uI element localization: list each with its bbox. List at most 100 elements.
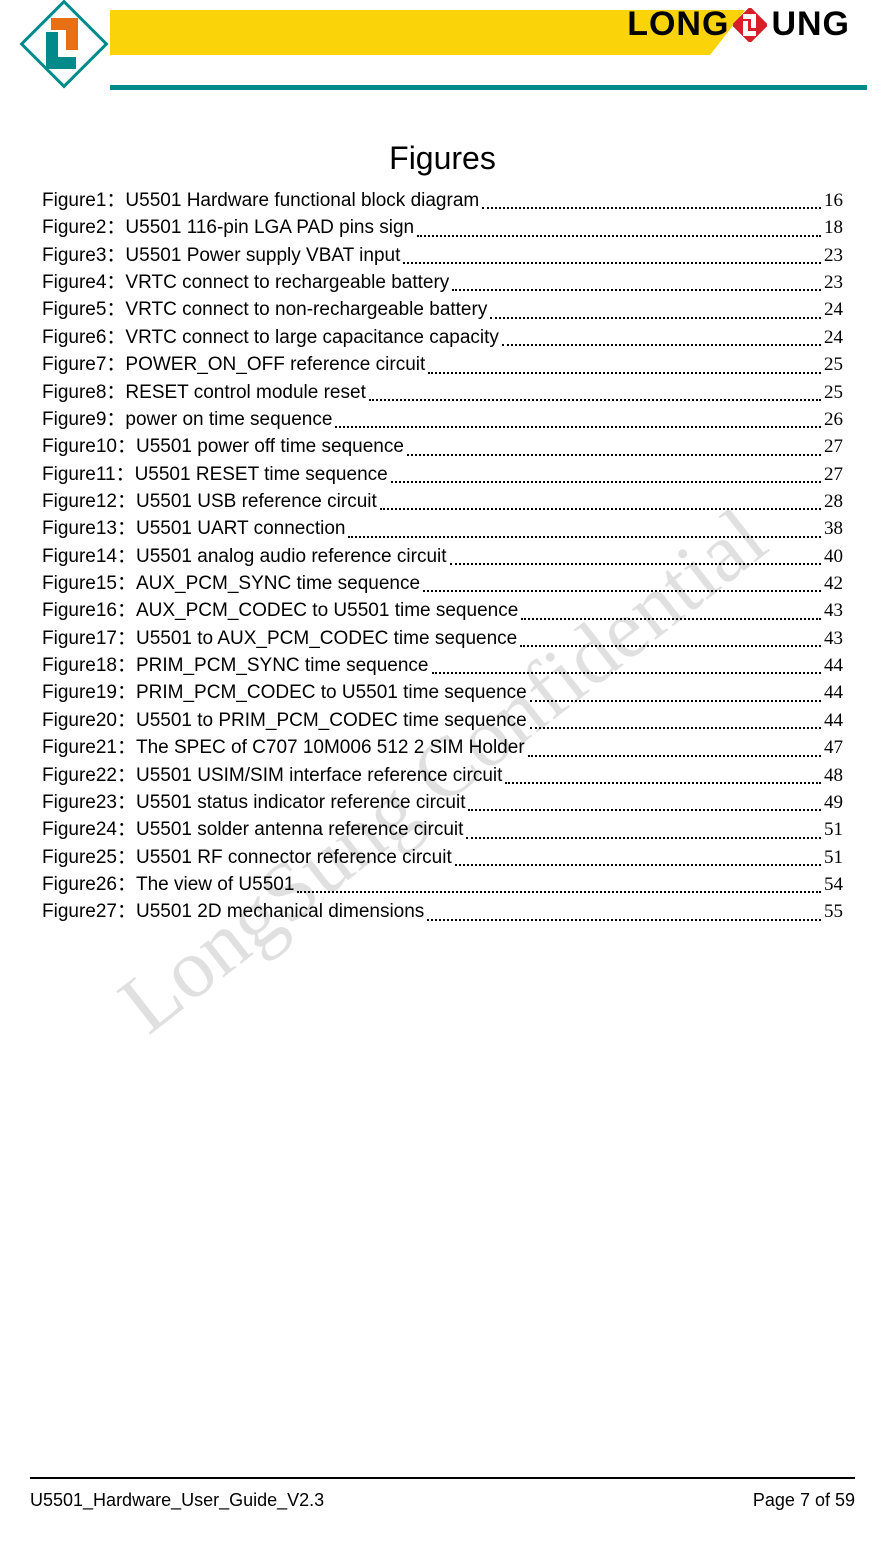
toc-leader	[502, 344, 821, 346]
toc-leader	[466, 837, 821, 839]
toc-label: Figure20：U5501 to PRIM_PCM_CODEC time se…	[42, 707, 527, 734]
toc-label: Figure17：U5501 to AUX_PCM_CODEC time seq…	[42, 625, 517, 652]
toc-leader	[432, 672, 822, 674]
toc-row[interactable]: Figure2：U5501 116-pin LGA PAD pins sign1…	[42, 214, 843, 241]
toc-page: 49	[824, 789, 843, 816]
toc-row[interactable]: Figure26：The view of U5501 54	[42, 871, 843, 898]
toc-label: Figure22：U5501 USIM/SIM interface refere…	[42, 762, 502, 789]
toc-page: 16	[824, 187, 843, 214]
header-divider	[18, 85, 867, 90]
toc-page: 28	[824, 488, 843, 515]
toc-row[interactable]: Figure27：U5501 2D mechanical dimensions5…	[42, 898, 843, 925]
toc-row[interactable]: Figure17：U5501 to AUX_PCM_CODEC time seq…	[42, 625, 843, 652]
toc-row[interactable]: Figure23：U5501 status indicator referenc…	[42, 789, 843, 816]
brand-right: UNG	[771, 5, 850, 44]
brand-left: LONG	[627, 5, 729, 44]
toc-label: Figure7：POWER_ON_OFF reference circuit	[42, 351, 425, 378]
brand-small-logo-icon	[733, 8, 767, 42]
toc-leader	[369, 399, 821, 401]
toc-leader	[380, 508, 821, 510]
toc-leader	[452, 289, 821, 291]
toc-label: Figure26：The view of U5501	[42, 871, 294, 898]
figures-toc: Figure1：U5501 Hardware functional block …	[42, 187, 843, 926]
toc-label: Figure21：The SPEC of C707 10M006 512 2 S…	[42, 734, 525, 761]
toc-row[interactable]: Figure22：U5501 USIM/SIM interface refere…	[42, 762, 843, 789]
footer-page-number: Page 7 of 59	[753, 1490, 855, 1511]
toc-row[interactable]: Figure8：RESET control module reset25	[42, 379, 843, 406]
toc-page: 51	[824, 844, 843, 871]
toc-page: 43	[824, 625, 843, 652]
toc-row[interactable]: Figure1：U5501 Hardware functional block …	[42, 187, 843, 214]
toc-row[interactable]: Figure7：POWER_ON_OFF reference circuit 25	[42, 351, 843, 378]
page-title: Figures	[42, 140, 843, 177]
toc-row[interactable]: Figure18：PRIM_PCM_SYNC time sequence44	[42, 652, 843, 679]
toc-page: 23	[824, 242, 843, 269]
toc-row[interactable]: Figure6：VRTC connect to large capacitanc…	[42, 324, 843, 351]
toc-label: Figure3：U5501 Power supply VBAT input	[42, 242, 400, 269]
toc-row[interactable]: Figure13：U5501 UART connection38	[42, 515, 843, 542]
toc-label: Figure1：U5501 Hardware functional block …	[42, 187, 479, 214]
toc-label: Figure23：U5501 status indicator referenc…	[42, 789, 465, 816]
toc-leader	[428, 372, 821, 374]
toc-label: Figure14：U5501 analog audio reference ci…	[42, 543, 447, 570]
toc-leader	[521, 618, 821, 620]
toc-leader	[335, 426, 821, 428]
toc-leader	[427, 919, 821, 921]
toc-leader	[348, 536, 821, 538]
toc-page: 54	[824, 871, 843, 898]
toc-row[interactable]: Figure16：AUX_PCM_CODEC to U5501 time seq…	[42, 597, 843, 624]
toc-page: 55	[824, 898, 843, 925]
toc-label: Figure4：VRTC connect to rechargeable bat…	[42, 269, 449, 296]
toc-leader	[528, 755, 821, 757]
toc-row[interactable]: Figure24：U5501 solder antenna reference …	[42, 816, 843, 843]
toc-label: Figure9：power on time sequence	[42, 406, 332, 433]
toc-row[interactable]: Figure3：U5501 Power supply VBAT input 23	[42, 242, 843, 269]
toc-page: 38	[824, 515, 843, 542]
toc-page: 43	[824, 597, 843, 624]
toc-row[interactable]: Figure14：U5501 analog audio reference ci…	[42, 543, 843, 570]
toc-row[interactable]: Figure4：VRTC connect to rechargeable bat…	[42, 269, 843, 296]
toc-page: 47	[824, 734, 843, 761]
toc-label: Figure16：AUX_PCM_CODEC to U5501 time seq…	[42, 597, 518, 624]
toc-page: 25	[824, 351, 843, 378]
toc-leader	[468, 809, 821, 811]
toc-row[interactable]: Figure21：The SPEC of C707 10M006 512 2 S…	[42, 734, 843, 761]
toc-leader	[403, 262, 821, 264]
toc-row[interactable]: Figure25：U5501 RF connector reference ci…	[42, 844, 843, 871]
toc-row[interactable]: Figure5：VRTC connect to non-rechargeable…	[42, 296, 843, 323]
toc-page: 24	[824, 296, 843, 323]
toc-leader	[505, 782, 821, 784]
toc-leader	[423, 590, 821, 592]
toc-leader	[297, 891, 821, 893]
toc-row[interactable]: Figure19：PRIM_PCM_CODEC to U5501 time se…	[42, 679, 843, 706]
toc-page: 40	[824, 543, 843, 570]
toc-label: Figure19：PRIM_PCM_CODEC to U5501 time se…	[42, 679, 527, 706]
toc-page: 44	[824, 679, 843, 706]
brand-wordmark: LONG UNG	[627, 5, 850, 44]
footer-divider	[30, 1477, 855, 1479]
toc-page: 24	[824, 324, 843, 351]
toc-row[interactable]: Figure11：U5501 RESET time sequence27	[42, 461, 843, 488]
toc-page: 42	[824, 570, 843, 597]
toc-row[interactable]: Figure15：AUX_PCM_SYNC time sequence42	[42, 570, 843, 597]
toc-row[interactable]: Figure10：U5501 power off time sequence27	[42, 433, 843, 460]
toc-label: Figure24：U5501 solder antenna reference …	[42, 816, 463, 843]
toc-leader	[450, 563, 821, 565]
toc-leader	[407, 454, 821, 456]
toc-label: Figure6：VRTC connect to large capacitanc…	[42, 324, 499, 351]
toc-label: Figure2：U5501 116-pin LGA PAD pins sign	[42, 214, 414, 241]
toc-row[interactable]: Figure9：power on time sequence 26	[42, 406, 843, 433]
toc-leader	[520, 645, 821, 647]
toc-row[interactable]: Figure12：U5501 USB reference circuit28	[42, 488, 843, 515]
toc-leader	[417, 235, 821, 237]
toc-row[interactable]: Figure20：U5501 to PRIM_PCM_CODEC time se…	[42, 707, 843, 734]
toc-page: 44	[824, 652, 843, 679]
toc-page: 27	[824, 461, 843, 488]
toc-label: Figure25：U5501 RF connector reference ci…	[42, 844, 452, 871]
page-content: Figures Figure1：U5501 Hardware functiona…	[42, 130, 843, 1466]
toc-page: 23	[824, 269, 843, 296]
toc-page: 26	[824, 406, 843, 433]
toc-label: Figure10：U5501 power off time sequence	[42, 433, 404, 460]
toc-leader	[490, 317, 821, 319]
toc-label: Figure5：VRTC connect to non-rechargeable…	[42, 296, 487, 323]
